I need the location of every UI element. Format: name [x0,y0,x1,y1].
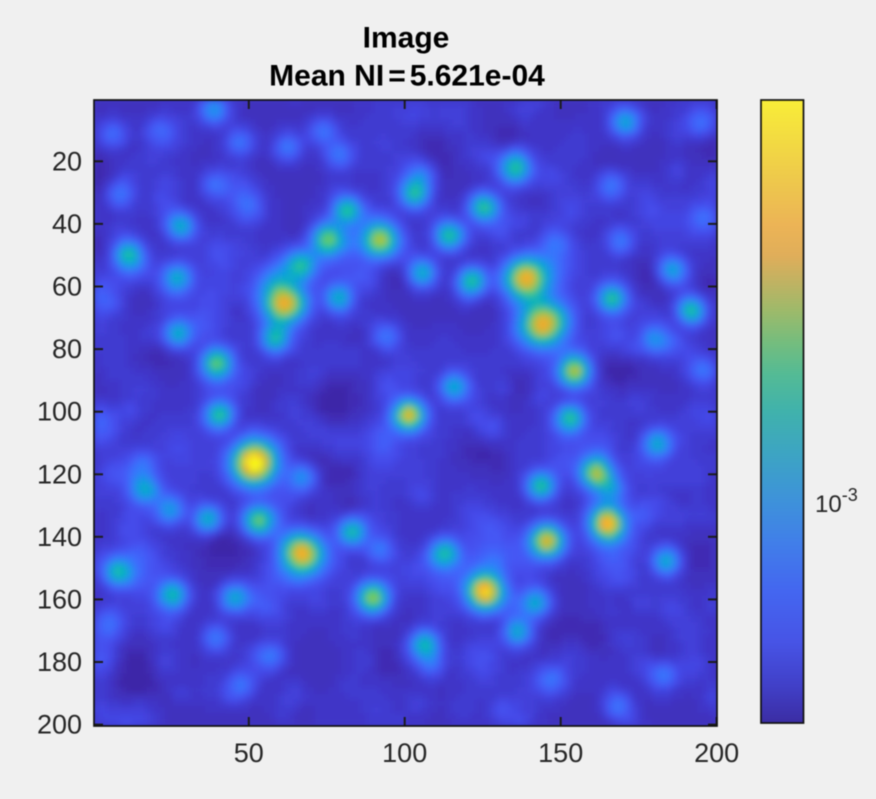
svg-text:40: 40 [52,209,82,239]
svg-text:140: 140 [37,522,82,552]
svg-text:80: 80 [52,334,82,364]
svg-text:100: 100 [382,738,427,768]
svg-text:Image: Image [363,22,450,55]
svg-text:200: 200 [37,710,82,740]
svg-text:Mean NI=5.621e-04: Mean NI = 5.621e-04 [269,60,545,93]
svg-text:50: 50 [234,738,264,768]
svg-text:60: 60 [52,272,82,302]
svg-text:200: 200 [694,738,739,768]
svg-text:100: 100 [37,397,82,427]
svg-text:150: 150 [538,738,583,768]
svg-text:160: 160 [37,584,82,614]
svg-text:10-3: 10-3 [815,485,858,518]
svg-text:20: 20 [52,146,82,176]
svg-text:120: 120 [37,459,82,489]
svg-text:180: 180 [37,647,82,677]
